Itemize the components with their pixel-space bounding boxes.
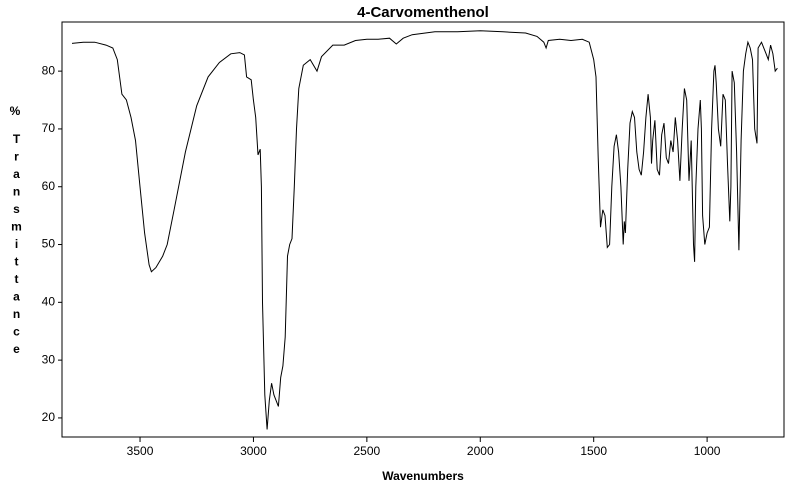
spectrum-line (71, 30, 778, 430)
y-tick-label: 60 (42, 179, 56, 193)
x-axis-label: Wavenumbers (382, 469, 464, 483)
y-tick-label: 50 (42, 237, 56, 251)
x-tick-label: 1000 (694, 444, 721, 458)
y-tick-label: 70 (42, 121, 56, 135)
x-tick-label: 2000 (467, 444, 494, 458)
x-tick-label: 2500 (354, 444, 381, 458)
y-tick-label: 20 (42, 410, 56, 424)
x-tick-label: 1500 (580, 444, 607, 458)
y-axis-label-text: Transmittance (9, 131, 24, 360)
y-tick-label: 30 (42, 352, 56, 366)
x-tick-label: 3000 (240, 444, 267, 458)
chart-title: 4-Carvomenthenol (357, 4, 489, 21)
y-tick-label: 80 (42, 63, 56, 77)
y-tick-label: 40 (42, 294, 56, 308)
plot-frame (61, 21, 785, 438)
y-axis-label-unit: % (9, 104, 21, 118)
x-tick-label: 3500 (127, 444, 154, 458)
y-axis-label: % Transmittance (8, 104, 24, 360)
